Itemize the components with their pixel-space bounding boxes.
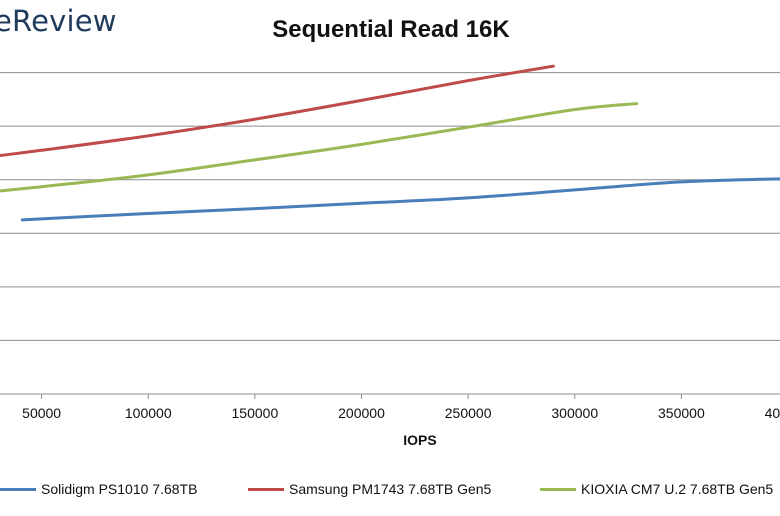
series-line-2	[0, 102, 639, 193]
series-lines	[0, 64, 780, 222]
x-tick-label: 100000	[125, 405, 172, 421]
gridlines	[0, 72, 780, 395]
x-axis-label: IOPS	[403, 432, 437, 448]
site-logo: eReview	[0, 4, 117, 38]
chart-title: Sequential Read 16K	[272, 16, 510, 43]
legend-item-kioxia: KIOXIA CM7 U.2 7.68TB Gen5	[540, 481, 773, 497]
series-line-1	[0, 64, 555, 158]
legend-label-kioxia: KIOXIA CM7 U.2 7.68TB Gen5	[581, 481, 774, 497]
legend-item-samsung: Samsung PM1743 7.68TB Gen5	[248, 481, 491, 497]
legend-label-samsung: Samsung PM1743 7.68TB Gen5	[289, 481, 492, 497]
series-line-0	[20, 177, 780, 222]
x-tick-label: 50000	[22, 405, 61, 421]
x-tick-label: 350000	[658, 405, 705, 421]
x-tick-label: 300000	[551, 405, 598, 421]
legend-item-solidigm: Solidigm PS1010 7.68TB	[0, 481, 197, 497]
legend-swatch-kioxia	[540, 487, 576, 491]
x-axis-ticks: 50000 100000 150000 200000 250000 300000 35000…	[22, 394, 780, 421]
x-tick-label: 200000	[338, 405, 385, 421]
x-tick-label: 400000	[765, 405, 780, 421]
x-tick-label: 150000	[232, 405, 279, 421]
x-tick-label: 250000	[445, 405, 492, 421]
legend-label-solidigm: Solidigm PS1010 7.68TB	[41, 481, 198, 497]
legend-swatch-samsung	[248, 487, 284, 491]
legend-swatch-solidigm	[0, 487, 36, 491]
